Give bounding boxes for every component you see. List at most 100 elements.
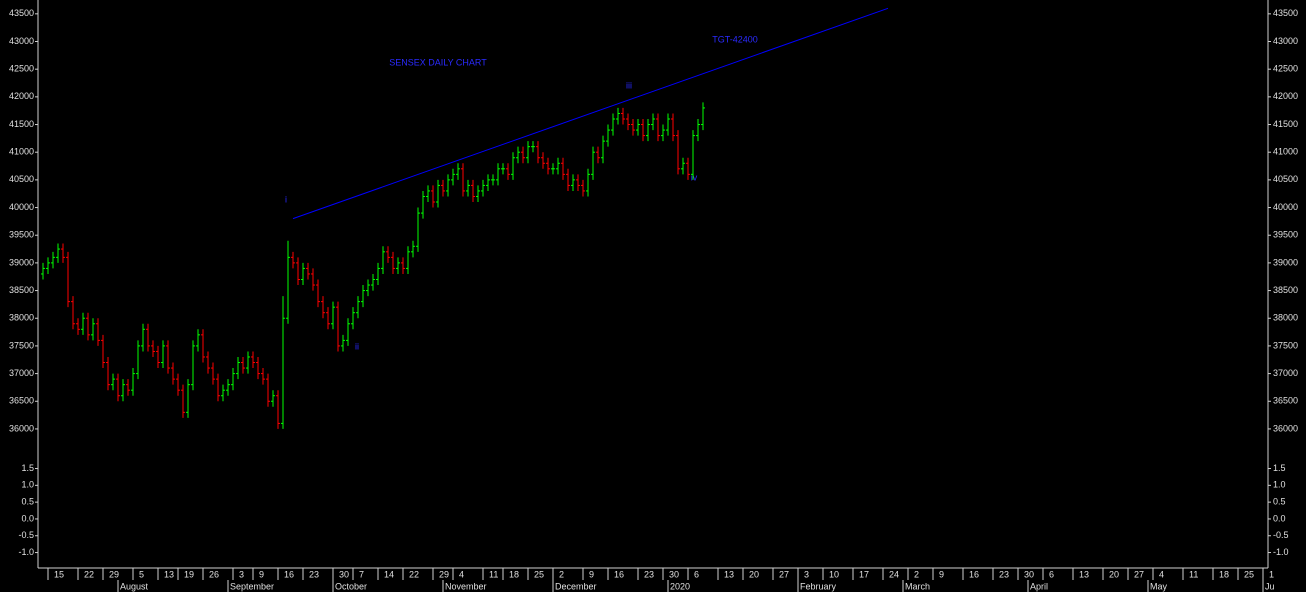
x-tick-label: 22 <box>409 569 419 579</box>
y-tick-label: 42500 <box>1273 64 1298 74</box>
x-tick-label: 25 <box>1244 569 1254 579</box>
month-label: November <box>445 581 487 591</box>
x-tick-label: 1 <box>1269 569 1274 579</box>
y-tick-label: -0.5 <box>18 530 34 540</box>
x-tick-label: 29 <box>109 569 119 579</box>
y-tick-label: 1.0 <box>21 480 34 490</box>
month-label: October <box>335 581 367 591</box>
y-tick-label: 1.5 <box>21 463 34 473</box>
x-tick-label: 2 <box>914 569 919 579</box>
y-tick-label: 36000 <box>9 423 34 433</box>
x-tick-label: 6 <box>1049 569 1054 579</box>
month-label: December <box>555 581 597 591</box>
x-tick-label: 17 <box>859 569 869 579</box>
y-tick-label: 42000 <box>1273 91 1298 101</box>
y-tick-label: 40500 <box>9 174 34 184</box>
x-tick-label: 23 <box>309 569 319 579</box>
y-tick-label: 43500 <box>1273 8 1298 18</box>
x-tick-label: 30 <box>339 569 349 579</box>
y-tick-label: 36500 <box>1273 396 1298 406</box>
y-tick-label: 39000 <box>9 257 34 267</box>
x-tick-label: 4 <box>459 569 464 579</box>
y-tick-label: 43500 <box>9 8 34 18</box>
month-label: 2020 <box>670 581 690 591</box>
y-tick-label: 40500 <box>1273 174 1298 184</box>
x-tick-label: 9 <box>589 569 594 579</box>
annotation: iv <box>691 172 698 182</box>
x-tick-label: 16 <box>284 569 294 579</box>
y-tick-label: 36500 <box>9 396 34 406</box>
y-tick-label: -1.0 <box>1273 547 1289 557</box>
month-label: Ju <box>1265 581 1275 591</box>
x-tick-label: 30 <box>669 569 679 579</box>
x-tick-label: 15 <box>54 569 64 579</box>
y-tick-label: 1.0 <box>1273 480 1286 490</box>
x-tick-label: 29 <box>439 569 449 579</box>
annotation: TGT-42400 <box>712 34 758 44</box>
y-tick-label: -0.5 <box>1273 530 1289 540</box>
y-tick-label: 38000 <box>9 313 34 323</box>
x-tick-label: 13 <box>1079 569 1089 579</box>
x-tick-label: 26 <box>209 569 219 579</box>
y-tick-label: 0.0 <box>21 513 34 523</box>
x-tick-label: 5 <box>139 569 144 579</box>
month-label: August <box>120 581 149 591</box>
x-tick-label: 16 <box>614 569 624 579</box>
x-tick-label: 23 <box>644 569 654 579</box>
x-tick-label: 30 <box>1024 569 1034 579</box>
x-tick-label: 11 <box>489 569 498 579</box>
x-tick-label: 9 <box>939 569 944 579</box>
y-tick-label: 37000 <box>1273 368 1298 378</box>
y-tick-label: 41000 <box>9 147 34 157</box>
y-tick-label: 42500 <box>9 64 34 74</box>
y-tick-label: 38500 <box>1273 285 1298 295</box>
month-label: September <box>230 581 274 591</box>
y-tick-label: 0.0 <box>1273 513 1286 523</box>
month-label: March <box>905 581 930 591</box>
x-tick-label: 24 <box>889 569 899 579</box>
month-label: February <box>800 581 837 591</box>
y-tick-label: 0.5 <box>1273 497 1286 507</box>
x-tick-label: 27 <box>779 569 789 579</box>
x-tick-label: 16 <box>969 569 979 579</box>
y-tick-label: 39500 <box>1273 230 1298 240</box>
x-tick-label: 13 <box>164 569 174 579</box>
y-tick-label: 39000 <box>1273 257 1298 267</box>
y-tick-label: 37000 <box>9 368 34 378</box>
x-tick-label: 3 <box>804 569 809 579</box>
y-tick-label: 38500 <box>9 285 34 295</box>
y-tick-label: 1.5 <box>1273 463 1286 473</box>
y-tick-label: 41000 <box>1273 147 1298 157</box>
x-tick-label: 11 <box>1189 569 1198 579</box>
y-tick-label: 37500 <box>1273 340 1298 350</box>
annotation: i <box>285 194 287 204</box>
y-tick-label: 41500 <box>9 119 34 129</box>
annotation: ii <box>355 341 359 351</box>
x-tick-label: 18 <box>1219 569 1229 579</box>
x-tick-label: 4 <box>1159 569 1164 579</box>
x-tick-label: 25 <box>534 569 544 579</box>
x-tick-label: 27 <box>1134 569 1144 579</box>
y-tick-label: 39500 <box>9 230 34 240</box>
y-tick-label: 40000 <box>1273 202 1298 212</box>
x-tick-label: 23 <box>999 569 1009 579</box>
x-tick-label: 3 <box>239 569 244 579</box>
month-label: May <box>1150 581 1168 591</box>
y-tick-label: 36000 <box>1273 423 1298 433</box>
y-tick-label: 43000 <box>9 36 34 46</box>
y-tick-label: 42000 <box>9 91 34 101</box>
x-tick-label: 14 <box>384 569 394 579</box>
x-tick-label: 13 <box>724 569 734 579</box>
x-tick-label: 10 <box>829 569 839 579</box>
y-tick-label: -1.0 <box>18 547 34 557</box>
annotation: iii <box>626 80 632 90</box>
x-tick-label: 19 <box>184 569 194 579</box>
y-tick-label: 40000 <box>9 202 34 212</box>
y-tick-label: 41500 <box>1273 119 1298 129</box>
y-tick-label: 0.5 <box>21 497 34 507</box>
x-tick-label: 18 <box>509 569 519 579</box>
y-tick-label: 43000 <box>1273 36 1298 46</box>
